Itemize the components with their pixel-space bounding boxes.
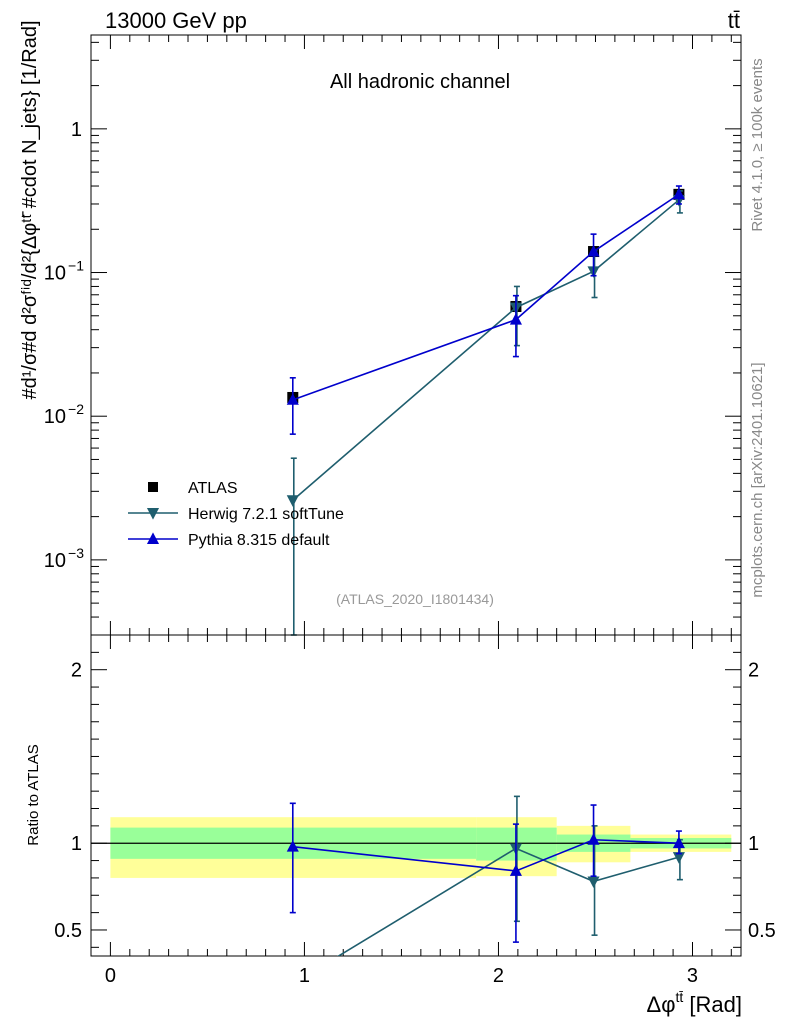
x-tick-label: 3 [687,965,698,987]
x-tick-label: 2 [493,965,504,987]
lower-panel-series [286,795,685,956]
pythia-ratio-line [292,838,679,872]
herwig-ratio-line [337,847,680,956]
herwig-point [286,495,299,507]
x-tick-label: 1 [299,965,310,987]
pythia-point [672,836,685,849]
x-tick-label: 0 [105,965,116,987]
y-tick-label-right: 1 [748,833,759,855]
channel-label: All hadronic channel [330,71,510,93]
side-label-url: mcplots.cern.ch [arXiv:2401.10621] [749,362,766,597]
legend-entry: Herwig 7.2.1 softTune [188,506,344,523]
analysis-id: (ATLAS_2020_I1801434) [336,591,494,607]
pythia-point [587,833,600,845]
upper-panel-frame: 10 −310 −210 −11 [44,34,742,636]
lower-frame-box [90,634,742,957]
herwig-point [672,852,685,864]
herwig-line [292,199,680,501]
atlas-data-point [148,482,158,492]
x-axis-title: Δφtt̄ [Rad] [647,989,742,1017]
svg-text:#d¹/σ#d d²σᶠⁱᵈ/d²{Δφᵗᵗ̄ #cdot: #d¹/σ#d d²σᶠⁱᵈ/d²{Δφᵗᵗ̄ #cdot N_jets} [1… [19,20,41,399]
herwig-point [587,876,600,888]
y-tick-label-right: 2 [748,660,759,682]
pythia-point [587,244,600,257]
y-tick-label-exponent: −1 [68,258,84,274]
y-tick-label-right: 0.5 [748,920,776,942]
legend: ATLAS Herwig 7.2.1 softTune Pythia 8.315 d… [128,480,344,549]
ratio-uncertainty-bands [91,817,741,878]
pythia-point [509,864,522,876]
pythia-line [292,193,680,401]
pythia-point [509,313,522,325]
legend-entry: ATLAS [188,480,238,497]
side-label-rivet: Rivet 4.1.0, ≥ 100k events [749,58,766,231]
energy-label: 13000 GeV pp [105,8,247,33]
pythia-point [286,840,299,852]
y-tick-label-exponent: −2 [68,401,84,417]
lower-panel-frame: 0 1 2 3 0.5 0.5 1 1 2 2 [54,634,776,987]
y-axis-title-lower: Ratio to ATLAS [25,744,42,845]
process-label: tt̄ [728,8,740,33]
y-tick-label-exponent: −3 [68,545,84,561]
legend-entry: Pythia 8.315 default [188,532,330,549]
y-tick-label: 1 [71,119,82,141]
y-tick-label: 10 [44,263,66,285]
lower-series-clipped [286,795,685,956]
pythia-point [672,187,685,200]
y-tick-label: 0.5 [54,920,82,942]
y-tick-label: 10 [44,550,66,572]
y-tick-label: 10 [44,406,66,428]
y-tick-label: 1 [71,833,82,855]
pythia-point [146,532,160,544]
herwig-point [146,508,160,520]
y-axis-title-upper: #d¹/σ#d d²σᶠⁱᵈ/d²{Δφᵗᵗ̄ #cdot N_jets} [1… [19,20,41,399]
y-tick-label: 2 [71,660,82,682]
pythia-point [286,393,299,405]
upper-panel-series [286,185,685,636]
